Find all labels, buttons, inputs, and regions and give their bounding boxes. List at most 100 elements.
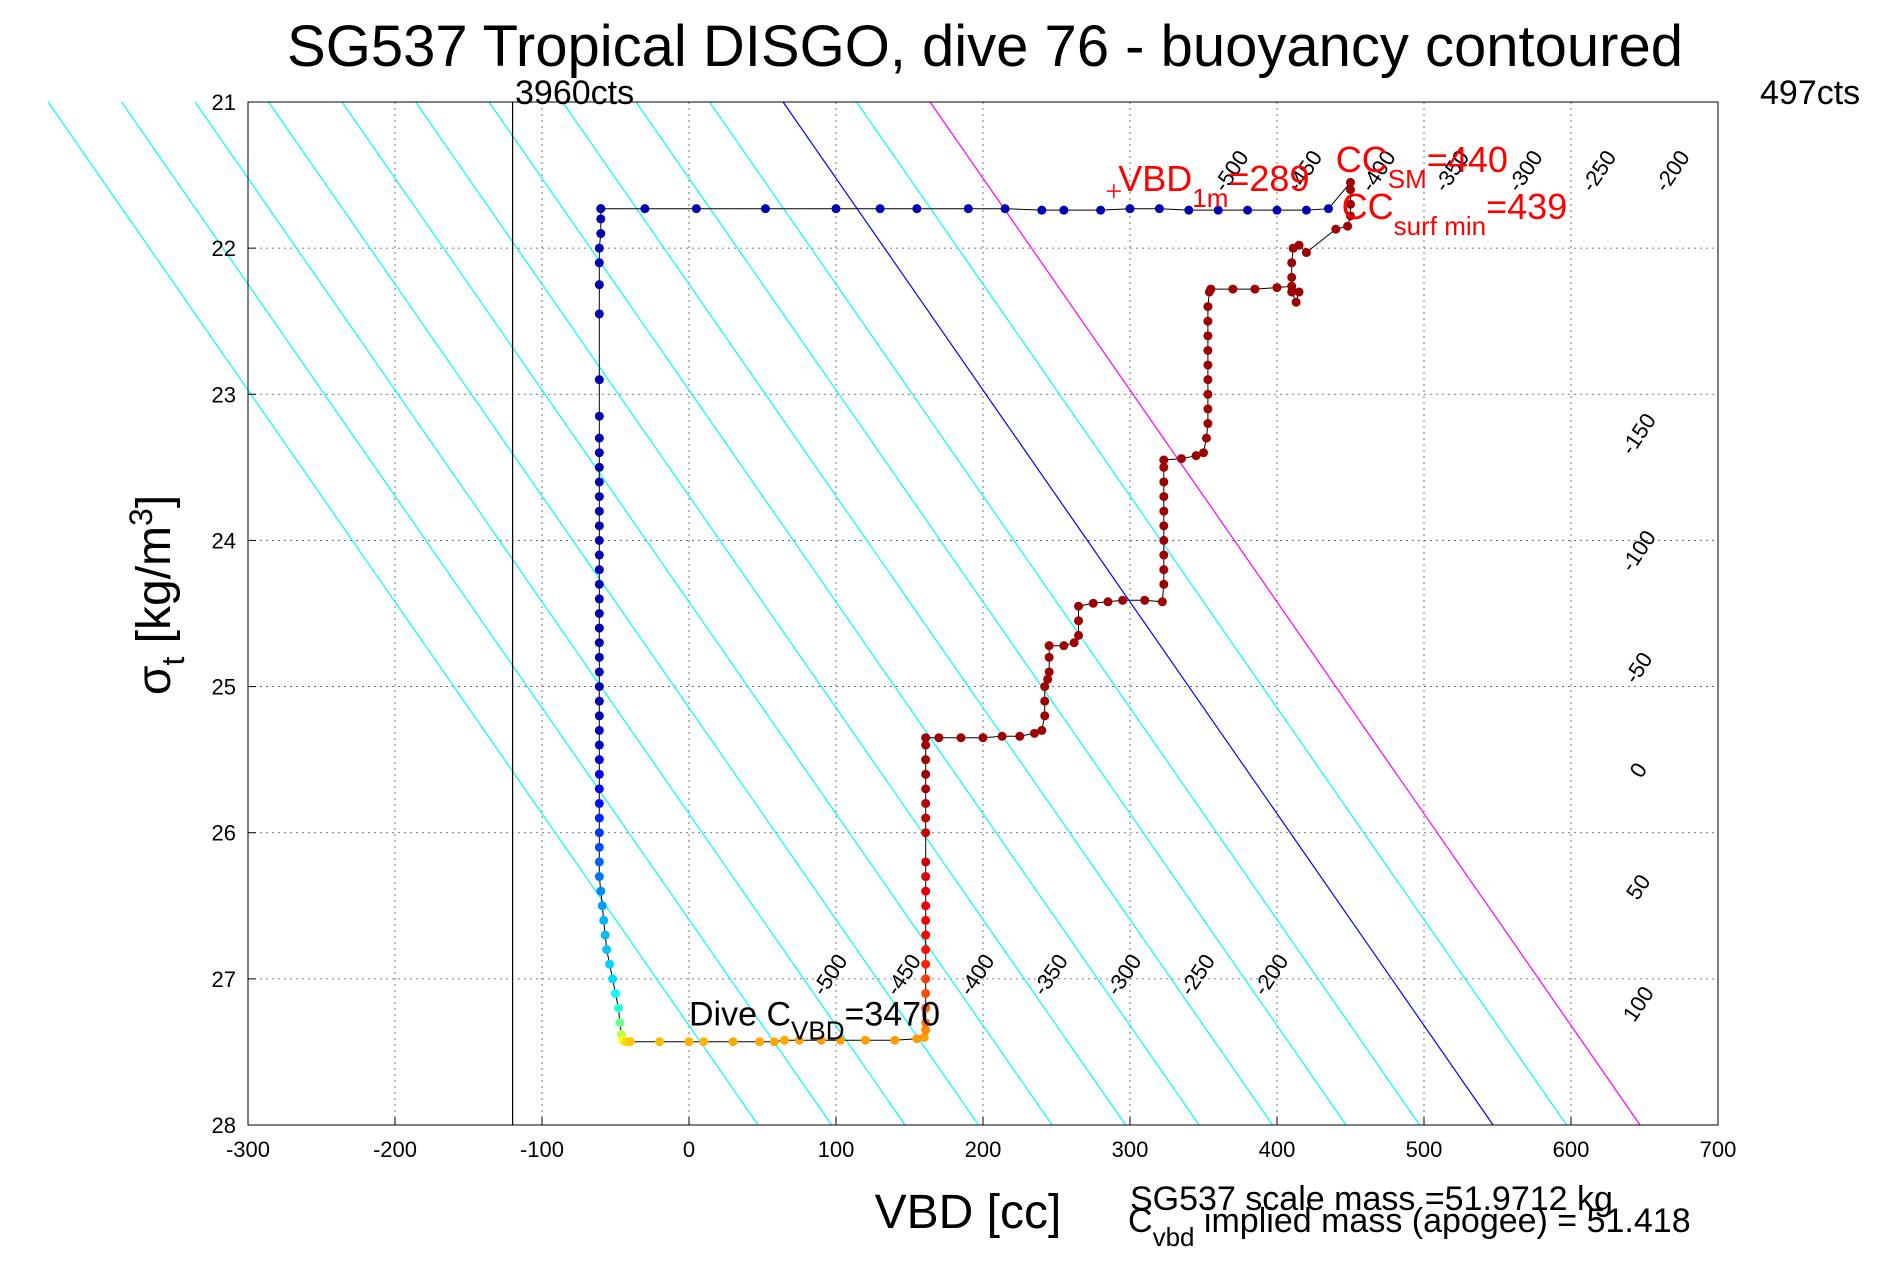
- y-tick-label: 28: [212, 1113, 236, 1138]
- dive-point: [1287, 258, 1297, 268]
- contour-line--350: [268, 101, 980, 1126]
- contour-line--50: [709, 101, 1421, 1126]
- dive-point: [594, 565, 604, 575]
- dive-point: [615, 1018, 625, 1028]
- dive-point: [835, 1035, 845, 1045]
- x-axis-ticks: -300 -200 -100 0 100 200 300 400 500 600 700: [226, 1117, 1736, 1162]
- dive-point: [594, 682, 604, 692]
- dive-point: [1159, 521, 1169, 531]
- x-tick-label: 400: [1259, 1137, 1296, 1162]
- dive-point: [640, 204, 650, 214]
- dive-point: [997, 731, 1007, 741]
- dive-point: [921, 930, 931, 940]
- dive-point: [1044, 652, 1054, 662]
- dive-point: [1203, 316, 1213, 326]
- contour-line-0: [782, 101, 1494, 1126]
- y-axis-label: σt [kg/m3]: [123, 495, 191, 695]
- dive-point: [1159, 579, 1169, 589]
- dive-point: [860, 1035, 870, 1045]
- dive-point: [625, 1037, 635, 1047]
- dive-point: [816, 1035, 826, 1045]
- dive-point: [594, 594, 604, 604]
- dive-point: [1203, 360, 1213, 370]
- dive-point: [1343, 221, 1353, 231]
- dive-point: [921, 1018, 931, 1028]
- dive-point: [1040, 711, 1050, 721]
- dive-point: [1323, 204, 1333, 214]
- dive-point: [1243, 205, 1253, 215]
- cc-sm-sub: SM: [1388, 164, 1427, 194]
- dive-point: [1159, 506, 1169, 516]
- dive-point: [594, 828, 604, 838]
- x-tick-label: -200: [373, 1137, 417, 1162]
- dive-point: [611, 988, 620, 998]
- dive-point: [1140, 595, 1150, 605]
- dive-point: [594, 477, 604, 487]
- y-axis-label-sub: t: [155, 657, 191, 666]
- contour-line-100: [929, 101, 1641, 1126]
- dive-point: [1203, 419, 1213, 429]
- dive-point: [1346, 185, 1355, 195]
- dive-point: [594, 462, 604, 472]
- dive-point: [912, 204, 922, 214]
- dive-point: [1159, 477, 1169, 487]
- dive-point: [594, 784, 604, 794]
- dive-point: [1059, 205, 1069, 215]
- dive-point: [1228, 284, 1238, 294]
- dive-point: [1074, 630, 1084, 640]
- dive-points: [594, 177, 1355, 1047]
- vbd-1m-value: =289: [1228, 158, 1309, 199]
- dive-point: [655, 1037, 665, 1047]
- y-tick-label: 23: [212, 382, 236, 407]
- contour-line--100: [635, 101, 1347, 1126]
- dive-point: [921, 886, 931, 896]
- dive-point: [594, 506, 604, 516]
- dive-point: [1159, 550, 1169, 560]
- dive-point: [934, 733, 944, 743]
- cc-surf-value: =439: [1486, 186, 1567, 227]
- contour-line--200: [488, 101, 1200, 1126]
- dive-point: [1044, 667, 1054, 677]
- dive-point: [594, 755, 604, 765]
- dive-point: [921, 974, 931, 984]
- dive-point: [921, 1003, 931, 1013]
- dive-point: [1331, 224, 1341, 234]
- dive-point: [921, 872, 931, 882]
- x-tick-label: 200: [965, 1137, 1002, 1162]
- dive-point: [691, 204, 701, 214]
- dive-point: [921, 828, 931, 838]
- dive-point: [1088, 598, 1098, 608]
- dive-point: [1074, 601, 1084, 611]
- x-tick-label: 300: [1112, 1137, 1149, 1162]
- dive-point: [1159, 535, 1169, 545]
- dive-point: [1040, 696, 1050, 706]
- dive-point: [1029, 728, 1039, 738]
- dive-point: [1203, 404, 1213, 414]
- dive-point: [1059, 641, 1069, 651]
- dive-point: [794, 1035, 804, 1045]
- dive-point: [1176, 454, 1186, 464]
- dive-point: [1159, 455, 1169, 465]
- min-vbd-counts-label: 3960cts: [515, 74, 634, 112]
- dive-point: [599, 915, 609, 925]
- x-tick-label: 600: [1553, 1137, 1590, 1162]
- dive-point: [594, 280, 604, 290]
- dive-point: [1125, 204, 1135, 214]
- dive-point: [978, 733, 988, 743]
- dive-point: [921, 755, 931, 765]
- y-axis-ticks: 21 22 23 24 25 26 27 28: [212, 90, 256, 1138]
- dive-point: [1103, 597, 1113, 607]
- cc-surf-sub: surf min: [1394, 211, 1486, 241]
- dive-point: [1272, 283, 1282, 293]
- dive-point: [594, 798, 604, 808]
- x-tick-label: -300: [226, 1137, 270, 1162]
- dive-point: [921, 915, 931, 925]
- dive-point: [594, 579, 604, 589]
- svg-text:σt [kg/m3]: σt [kg/m3]: [123, 495, 191, 695]
- implied-mass-note: Cvbd implied mass (apogee) = 51.418: [1128, 1202, 1691, 1252]
- cc-sm-value: =440: [1427, 139, 1508, 180]
- dive-point: [1301, 205, 1311, 215]
- dive-point: [1191, 451, 1201, 461]
- dive-point: [755, 1037, 765, 1047]
- contour-line-50: [856, 101, 1568, 1126]
